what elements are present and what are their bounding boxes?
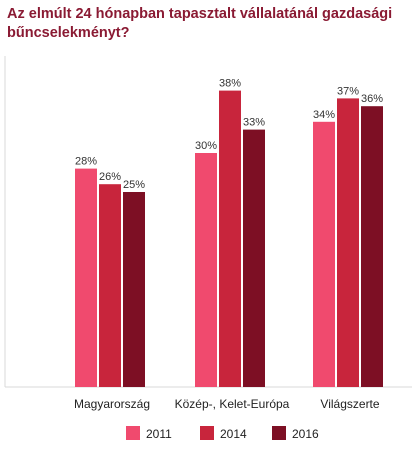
bar-2011-1	[75, 168, 97, 387]
bar-2014-1	[99, 184, 121, 387]
data-label-2016-3: 36%	[361, 93, 383, 105]
legend-swatch-2016	[272, 426, 286, 440]
legend-label-2011: 2011	[146, 427, 172, 441]
bar-2014-3	[337, 98, 359, 388]
data-label-2011-1: 28%	[75, 156, 97, 168]
bar-2011-3	[313, 121, 335, 388]
legend-swatch-2014	[200, 426, 214, 440]
data-label-2014-1: 26%	[99, 171, 121, 183]
category-label-1: Magyarország	[74, 397, 150, 411]
legend-label-2014: 2014	[220, 427, 247, 441]
bar-2011-2	[195, 153, 217, 387]
legend-label-2016: 2016	[292, 427, 319, 441]
data-label-2014-3: 37%	[337, 85, 359, 97]
legend-swatch-2011	[126, 426, 140, 440]
category-label-2: Közép-, Kelet-Európa	[175, 397, 290, 411]
bar-2016-1	[123, 192, 145, 387]
data-label-2011-3: 34%	[313, 109, 335, 121]
data-label-2016-1: 25%	[123, 179, 145, 191]
data-label-2014-2: 38%	[219, 78, 241, 90]
data-label-2016-2: 33%	[243, 117, 265, 129]
bar-2016-3	[361, 106, 383, 387]
bar-2014-2	[219, 90, 241, 387]
bars-group: 28%26%25% Magyarország 30% 38% 33% Közép-, Ke…	[74, 78, 383, 411]
chart-title: Az elmúlt 24 hónapban tapasztalt vállala…	[7, 6, 393, 41]
category-label-3: Világszerte	[320, 397, 379, 411]
legend: 2011 2014 2016	[126, 426, 319, 441]
data-label-2011-2: 30%	[195, 140, 217, 152]
bar-2016-2	[243, 129, 265, 387]
